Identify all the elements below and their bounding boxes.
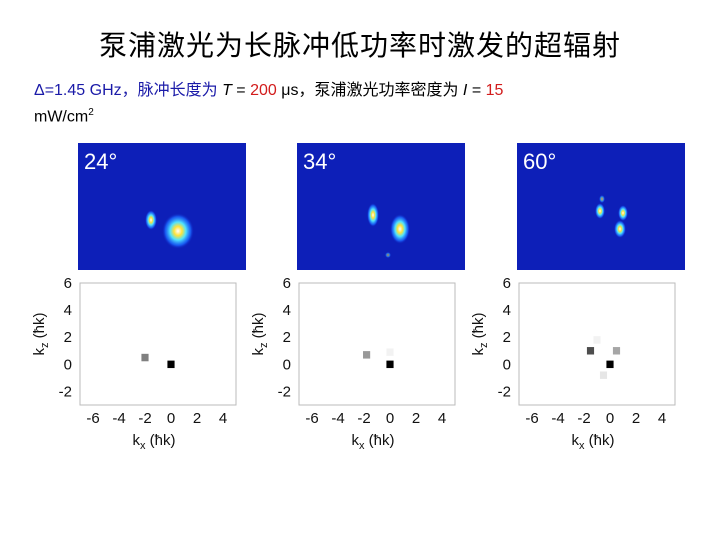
y-tick-label: 0 [64, 356, 72, 373]
i-eq: = [467, 82, 486, 99]
x-axis-label: kx (ħk) [133, 432, 176, 452]
diffraction-spot [614, 220, 626, 238]
x-tick-label: -6 [525, 410, 538, 427]
t-eq: = [231, 82, 251, 99]
i-unit-sup: 2 [88, 107, 94, 118]
i-unit: mW/cm [34, 108, 89, 126]
data-point [593, 336, 601, 344]
diffraction-spot [145, 210, 157, 230]
y-tick-label: -2 [59, 383, 72, 400]
parameter-line: Δ=1.45 GHz，脉冲长度为 T = 200 μs，泵浦激光功率密度为 I … [34, 80, 674, 128]
y-tick-label: 2 [503, 329, 511, 346]
y-tick-label: 6 [503, 275, 511, 292]
x-axis-label: kx (ħk) [572, 432, 615, 452]
y-tick-label: 6 [64, 275, 72, 292]
experiment-image-34-svg [367, 203, 410, 258]
data-point [386, 360, 394, 369]
experiment-image-60: 60° [517, 143, 685, 270]
angle-label: 34° [303, 149, 337, 174]
simulation-plot-34: -6 -4 -2 0 2 4 6 4 2 0 -2 kx (ħk) kz (ħk) [247, 275, 467, 460]
simulation-plot-24: -6 -4 -2 0 2 4 6 4 2 0 -2 kx (ħk) kz (ħk) [28, 275, 248, 460]
diffraction-spot [595, 203, 605, 219]
x-tick-label: -2 [357, 410, 370, 427]
plot-area [79, 282, 237, 406]
data-point [363, 351, 371, 359]
x-tick-label: -2 [138, 410, 151, 427]
experiment-image-24: 24° [78, 143, 246, 270]
data-point [586, 347, 595, 355]
angle-label: 24° [84, 149, 118, 174]
x-tick-label: 4 [219, 410, 227, 427]
x-tick-label: 2 [412, 410, 420, 427]
experiment-image-24-svg [145, 210, 194, 249]
y-tick-label: 0 [283, 356, 291, 373]
plot-area [518, 282, 676, 406]
data-point [167, 360, 175, 369]
simulation-plot-60-svg: -6 -4 -2 0 2 4 6 4 2 0 -2 kx (ħk) kz (ħk) [470, 275, 676, 452]
y-axis-label: kz (ħk) [250, 312, 270, 355]
y-tick-label: 4 [64, 302, 72, 319]
delta-text: Δ=1.45 GHz，脉冲长度为 [34, 82, 223, 99]
diffraction-spot [599, 195, 605, 203]
y-tick-label: 2 [64, 329, 72, 346]
x-tick-label: -6 [86, 410, 99, 427]
i-symbol: I [462, 82, 468, 99]
diffraction-spot [390, 214, 410, 244]
y-tick-label: 0 [503, 356, 511, 373]
x-tick-label: -4 [551, 410, 564, 427]
y-tick-label: 4 [283, 302, 291, 319]
y-tick-label: 2 [283, 329, 291, 346]
slide-title: 泵浦激光为长脉冲低功率时激发的超辐射 [98, 29, 621, 62]
x-tick-label: 0 [606, 410, 614, 427]
x-tick-label: 2 [632, 410, 640, 427]
data-point [606, 360, 614, 369]
y-tick-label: 4 [503, 302, 511, 319]
x-tick-label: 4 [438, 410, 446, 427]
diffraction-spot [367, 203, 379, 227]
x-tick-label: 4 [658, 410, 666, 427]
y-tick-label: -2 [278, 383, 291, 400]
y-tick-label: 6 [283, 275, 291, 292]
t-symbol: T [222, 82, 232, 99]
data-point [386, 348, 394, 356]
x-tick-label: -6 [305, 410, 318, 427]
plot-area [298, 282, 456, 406]
x-tick-label: -2 [577, 410, 590, 427]
i-value: 15 [485, 82, 504, 99]
x-tick-label: 0 [167, 410, 175, 427]
y-axis-label: kz (ħk) [31, 312, 51, 355]
data-point [612, 347, 621, 355]
x-tick-label: 0 [386, 410, 394, 427]
simulation-plot-60: -6 -4 -2 0 2 4 6 4 2 0 -2 kx (ħk) kz (ħk) [467, 275, 687, 460]
y-axis-label: kz (ħk) [470, 312, 490, 355]
data-point [599, 371, 608, 379]
diffraction-spot [385, 252, 391, 258]
experiment-image-60-svg [595, 195, 628, 238]
simulation-plot-24-svg: -6 -4 -2 0 2 4 6 4 2 0 -2 kx (ħk) kz (ħk) [31, 275, 237, 452]
experiment-image-34: 34° [297, 143, 465, 270]
diffraction-spot [162, 213, 194, 249]
x-tick-label: 2 [193, 410, 201, 427]
t-unit: μs，泵浦激光功率密度为 [276, 82, 463, 99]
x-tick-label: -4 [112, 410, 125, 427]
data-point [141, 353, 149, 362]
x-tick-label: -4 [331, 410, 344, 427]
t-value: 200 [250, 82, 277, 99]
x-axis-label: kx (ħk) [352, 432, 395, 452]
diffraction-spot [618, 205, 628, 221]
angle-label: 60° [523, 149, 557, 174]
y-tick-label: -2 [498, 383, 511, 400]
simulation-plot-34-svg: -6 -4 -2 0 2 4 6 4 2 0 -2 kx (ħk) kz (ħk) [250, 275, 456, 452]
